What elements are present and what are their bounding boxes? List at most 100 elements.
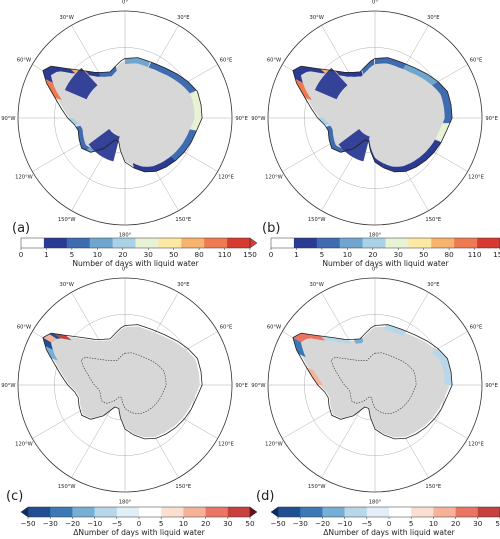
- melt-band: [132, 156, 176, 172]
- graticule-label: 0°: [372, 0, 378, 5]
- colorbar-segment: [28, 507, 51, 517]
- colorbar-tick-label: 50: [169, 250, 179, 259]
- colorbar-segment: [411, 507, 434, 517]
- colorbar-tick-label: 50: [419, 250, 429, 259]
- colorbar-segment: [227, 507, 251, 517]
- colorbar-label: ΔNumber of days with liquid water: [323, 528, 455, 537]
- colorbar-extend-min: [270, 506, 279, 518]
- graticule-label: 30°E: [427, 282, 439, 288]
- graticule-label: 60°E: [220, 58, 232, 64]
- graticule-label: 120°E: [218, 174, 234, 180]
- colorbar-segment: [316, 238, 340, 248]
- colorbar-segment: [112, 238, 136, 248]
- colorbar-segment: [300, 507, 323, 517]
- graticule-label: 60°E: [470, 325, 482, 331]
- melt-band: [403, 63, 438, 86]
- melt-band: [306, 367, 324, 385]
- ice-shelf-outline: [330, 352, 417, 415]
- colorbar-tick-label: 20: [451, 519, 461, 528]
- ice-shelf-melt: [64, 67, 98, 100]
- coastline: [292, 57, 453, 173]
- colorbar-tick-label: −10: [87, 519, 103, 528]
- map-panel-d: 0° 30°E 60°E 90°E 120°E 150°E 180° 150°W 120°W 90…: [251, 266, 500, 537]
- colorbar-segment: [454, 238, 478, 248]
- melt-band: [98, 65, 117, 77]
- colorbar-tick-label: −20: [315, 519, 331, 528]
- melt-band: [382, 139, 442, 172]
- colorbar-tick-label: 30: [473, 519, 483, 528]
- graticule-label: 30°W: [60, 15, 74, 21]
- graticule-label: 60°E: [470, 58, 482, 64]
- graticule-label: 150°E: [425, 217, 441, 223]
- melt-band: [295, 79, 312, 100]
- melt-band: [354, 138, 384, 168]
- melt-band: [320, 335, 352, 344]
- colorbar-segment: [50, 507, 73, 517]
- colorbar-segment: [271, 238, 295, 248]
- panel-label: (d): [256, 489, 274, 504]
- map-panel-b: 0° 30°E 60°E 90°E 120°E 150°E 180° 150°W 120°W 90…: [251, 0, 500, 268]
- graticule-label: 150°W: [308, 217, 326, 223]
- melt-band: [67, 118, 80, 126]
- ice-shelf-melt: [88, 129, 120, 162]
- colorbar-label: Number of days with liquid water: [322, 259, 449, 268]
- graticule-label: 0°: [372, 266, 378, 272]
- panel-label: (a): [12, 221, 30, 236]
- colorbar-tick-label: −30: [43, 519, 59, 528]
- colorbar-tick-label: 30: [144, 250, 154, 259]
- colorbar-segment: [116, 507, 140, 517]
- graticule-label: 30°W: [310, 282, 324, 288]
- melt-band: [431, 81, 453, 124]
- ice-sheet: [295, 326, 450, 438]
- colorbar-segment: [385, 238, 409, 248]
- colorbar-tick-label: 0: [19, 250, 24, 259]
- colorbar-segment: [227, 238, 251, 248]
- colorbar-tick-label: 150: [243, 250, 257, 259]
- colorbar-segment: [72, 507, 95, 517]
- colorbar-segment: [433, 507, 456, 517]
- panel-label: (c): [6, 489, 23, 504]
- graticule-label: 90°E: [485, 383, 497, 389]
- graticule-label: 60°W: [17, 58, 31, 64]
- graticule-label: 180°: [119, 233, 132, 239]
- coastline: [42, 324, 203, 440]
- colorbar-segment: [183, 507, 206, 517]
- graticule-label: 90°W: [251, 116, 265, 122]
- colorbar-segment: [66, 238, 90, 248]
- colorbar-tick-label: 10: [93, 250, 103, 259]
- coastline: [292, 324, 453, 440]
- colorbar-extend-min: [20, 506, 29, 518]
- colorbar-extend-max: [249, 237, 258, 249]
- graticule-label: 120°E: [218, 441, 234, 447]
- colorbar-segment: [293, 238, 318, 248]
- melt-band: [384, 324, 407, 337]
- colorbar-tick-label: 5: [409, 519, 414, 528]
- melt-band: [42, 66, 76, 83]
- colorbar-segment: [89, 238, 113, 248]
- colorbar-tick-label: 20: [201, 519, 211, 528]
- colorbar-tick-label: 30: [223, 519, 233, 528]
- colorbar-segment: [158, 238, 182, 248]
- graticule-label: 150°W: [58, 217, 76, 223]
- colorbar-segment: [339, 238, 363, 248]
- colorbar-tick-label: −50: [270, 519, 286, 528]
- melt-band: [435, 123, 450, 141]
- graticule-label: 30°E: [177, 282, 189, 288]
- colorbar-tick-label: 30: [394, 250, 404, 259]
- colorbar-tick-label: 110: [468, 250, 482, 259]
- colorbar-tick-label: 20: [118, 250, 128, 259]
- colorbar-tick-label: 0: [137, 519, 142, 528]
- colorbar-tick-label: 0: [387, 519, 392, 528]
- graticule-label: 60°W: [17, 325, 31, 331]
- colorbar-tick-label: 1: [44, 250, 49, 259]
- colorbar-frame: [270, 237, 500, 249]
- melt-band: [45, 79, 62, 100]
- ice-shelf-melt: [314, 67, 348, 100]
- colorbar-segment: [455, 507, 479, 517]
- graticule-label: 150°W: [58, 484, 76, 490]
- colorbar-segment: [205, 507, 229, 517]
- melt-band: [362, 59, 375, 75]
- graticule-label: 120°W: [265, 174, 283, 180]
- coastline: [42, 57, 203, 173]
